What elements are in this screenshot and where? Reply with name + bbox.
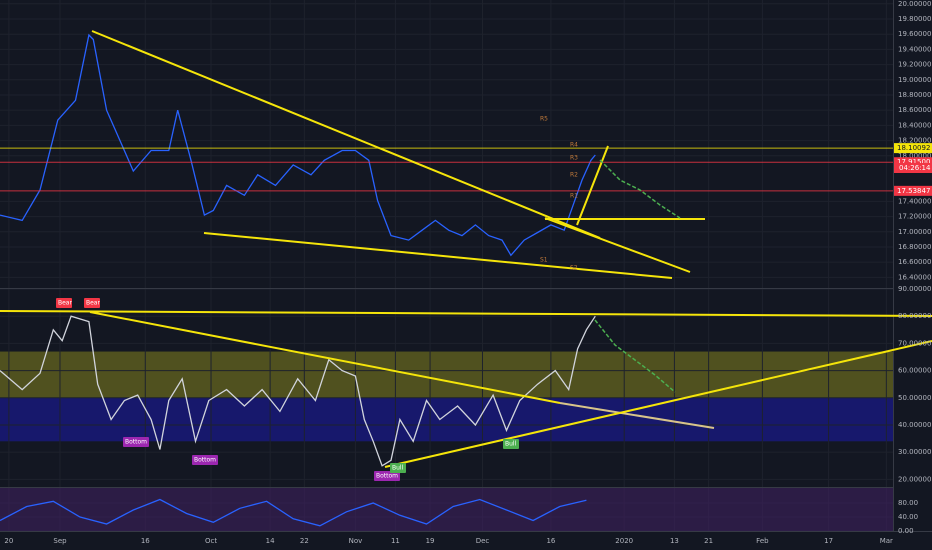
x-tick-label: 16	[141, 537, 150, 545]
series-line	[0, 498, 587, 527]
pivot-label: R2	[570, 172, 578, 179]
y-tick-label: 18.60000	[898, 106, 931, 114]
y-tick-label: 0.00	[898, 527, 914, 535]
y-tick-label: 18.80000	[898, 91, 931, 99]
x-tick-label: 14	[266, 537, 275, 545]
y-tick-label: 50.00000	[898, 394, 931, 402]
price-label: 17.91500	[897, 158, 930, 166]
x-tick-label: 16	[546, 537, 555, 545]
x-tick-label: Sep	[53, 537, 67, 545]
y-tick-label: 16.80000	[898, 243, 931, 251]
y-tick-label: 19.00000	[898, 76, 931, 84]
annotation-box	[123, 437, 149, 447]
x-tick-label: Mar	[880, 537, 893, 545]
y-tick-label: 30.00000	[898, 448, 931, 456]
annotation: Bull	[505, 441, 517, 448]
y-tick-label: 60.00000	[898, 367, 931, 375]
annotation-box	[503, 439, 519, 449]
pivot-label: S2	[570, 265, 578, 272]
x-tick-label: 13	[670, 537, 679, 545]
y-tick-label: 19.80000	[898, 15, 931, 23]
pivot-label: R4	[570, 142, 578, 149]
x-tick-label: 22	[300, 537, 309, 545]
y-tick-label: 19.20000	[898, 61, 931, 69]
x-tick-label: 17	[824, 537, 833, 545]
y-tick-label: 17.20000	[898, 213, 931, 221]
labels: 20.00000 19.80000 19.60000 19.40000 19.20000…	[4, 0, 932, 545]
x-tick-label: Dec	[476, 537, 490, 545]
trendline	[0, 310, 932, 317]
y-tick-label: 90.00000	[898, 285, 931, 293]
trendline	[559, 402, 715, 429]
y-tick-label: 16.40000	[898, 273, 931, 281]
annotation: Bear	[58, 300, 72, 307]
y-tick-label: 19.40000	[898, 45, 931, 53]
x-tick-label: 21	[704, 537, 713, 545]
price-label: 18.10092	[897, 144, 930, 152]
annotation-box	[56, 298, 72, 308]
annotation-box	[390, 463, 406, 473]
series	[0, 33, 893, 527]
annotation: Bull	[392, 465, 404, 472]
trendline	[91, 30, 601, 239]
y-tick-label: 18.40000	[898, 121, 931, 129]
pivot-label: R1	[570, 193, 578, 200]
pivot-label: R3	[570, 155, 578, 162]
countdown-box	[894, 163, 932, 173]
annotation: Bottom	[376, 473, 398, 480]
bands	[0, 351, 893, 442]
price-label: 17.53847	[897, 187, 930, 195]
annotation: Bear	[86, 300, 100, 307]
y-tick-label: 19.60000	[898, 30, 931, 38]
pivot-label: S1	[540, 257, 548, 264]
series-line	[0, 315, 596, 467]
series-line	[0, 33, 596, 257]
projection	[599, 159, 681, 219]
x-tick-label: 2020	[615, 537, 633, 545]
trendline	[544, 217, 691, 273]
countdown: 04:26:14	[899, 164, 931, 172]
annotation-box	[374, 471, 400, 481]
y-tick-label: 20.00000	[898, 0, 931, 8]
y-tick-label: 70.00000	[898, 339, 931, 347]
y-tick-label: 17.40000	[898, 197, 931, 205]
trendline	[384, 340, 932, 468]
y-tick-label: 80.00	[898, 499, 918, 507]
x-tick-label: 19	[426, 537, 435, 545]
y-tick-label: 18.20000	[898, 137, 931, 145]
annotation: Bottom	[194, 457, 216, 464]
annotation-box	[84, 298, 100, 308]
band	[0, 397, 893, 442]
projection	[594, 319, 676, 393]
x-tick-label: 11	[391, 537, 400, 545]
price-label-box	[894, 185, 932, 196]
x-tick-label: Feb	[756, 537, 769, 545]
y-tick-label: 20.00000	[898, 475, 931, 483]
y-tick-label: 16.60000	[898, 258, 931, 266]
trendline	[89, 311, 561, 404]
stoch-band	[0, 488, 893, 531]
y-tick-label: 40.00	[898, 513, 918, 521]
y-tick-label: 18.00000	[898, 152, 931, 160]
x-tick-label: Nov	[349, 537, 363, 545]
x-tick-label: 20	[4, 537, 13, 545]
band	[0, 351, 893, 398]
annotation-box	[192, 455, 218, 465]
price-label-box	[894, 157, 932, 168]
x-tick-label: Oct	[205, 537, 217, 545]
trendline	[576, 145, 609, 226]
annotation: Bottom	[125, 439, 147, 446]
y-tick-label: 40.00000	[898, 421, 931, 429]
price-label-box	[894, 143, 932, 154]
y-tick-label: 17.00000	[898, 228, 931, 236]
pivot-label: R5	[540, 116, 548, 123]
y-tick-label: 80.00000	[898, 312, 931, 320]
trendline	[203, 232, 673, 279]
